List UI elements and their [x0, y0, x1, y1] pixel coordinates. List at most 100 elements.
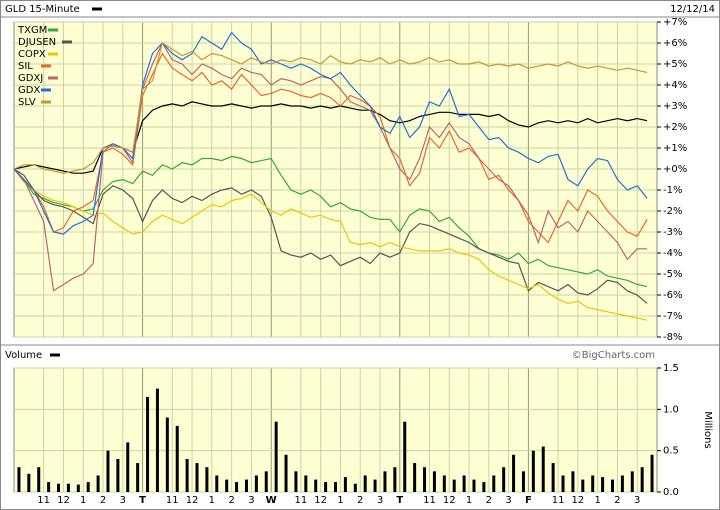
y-tick-label: 1.0 [663, 404, 679, 415]
volume-bar [284, 454, 288, 492]
volume-bar [146, 396, 150, 492]
x-tick-label: 2 [614, 495, 620, 506]
volume-bar [620, 475, 624, 492]
volume-bar [116, 458, 120, 492]
x-tick-label: 3 [634, 495, 640, 506]
y-tick-label: +5% [663, 59, 687, 70]
legend-swatch [48, 52, 58, 56]
y-axis-label: Millions [702, 411, 713, 448]
x-tick-label: 3 [120, 495, 126, 506]
volume-bar [76, 484, 80, 492]
legend-swatch [41, 88, 51, 92]
volume-bar [126, 442, 130, 492]
legend-label: GDXJ [18, 73, 43, 84]
y-tick-label: +1% [663, 143, 687, 154]
x-tick-label: 3 [505, 495, 511, 506]
y-tick-label: +0% [663, 164, 687, 175]
x-tick-label: 1 [209, 495, 215, 506]
legend-swatch [92, 7, 102, 11]
volume-bar [165, 417, 169, 492]
volume-bar [531, 450, 535, 492]
volume-bar [254, 475, 258, 492]
y-tick-label: 0.0 [663, 487, 679, 498]
volume-bar [343, 477, 347, 492]
volume-bar [47, 482, 51, 492]
volume-bar [630, 471, 634, 492]
volume-bar [195, 463, 199, 492]
chart-title: GLD 15-Minute [5, 4, 80, 15]
x-tick-label: 1 [594, 495, 600, 506]
legend-swatch [50, 353, 60, 357]
x-tick-label: W [266, 495, 277, 506]
volume-bar [334, 482, 337, 492]
volume-bar [37, 467, 41, 492]
volume-bar [403, 421, 407, 492]
volume-bar [185, 458, 189, 492]
volume-bar [17, 467, 21, 492]
volume-bar [551, 463, 555, 492]
volume-bar [96, 475, 100, 492]
volume-bar [512, 454, 516, 492]
y-tick-label: +4% [663, 80, 687, 91]
volume-bar [175, 425, 179, 492]
volume-bar [86, 482, 90, 492]
y-tick-label: -6% [663, 290, 682, 301]
volume-bar [304, 475, 308, 492]
volume-bar [225, 479, 229, 492]
volume-bar [57, 483, 61, 492]
volume-bar [432, 471, 436, 492]
volume-bar [601, 477, 605, 492]
volume-bar [235, 482, 239, 492]
volume-bar [640, 467, 644, 492]
y-tick-label: -4% [663, 248, 682, 259]
volume-bar [136, 463, 140, 492]
y-tick-label: 1.5 [663, 363, 679, 374]
x-tick-label: 11 [166, 495, 179, 506]
volume-bar [561, 475, 565, 492]
volume-bar [106, 450, 110, 492]
x-tick-label: T [139, 495, 146, 506]
volume-bar [610, 479, 614, 492]
x-tick-label: 11 [295, 495, 308, 506]
x-tick-label: 11 [423, 495, 436, 506]
legend-swatch [48, 28, 58, 32]
series-line [13, 42, 648, 174]
x-tick-label: F [525, 495, 532, 506]
y-tick-label: -1% [663, 185, 682, 196]
legend-swatch [41, 64, 51, 68]
volume-bar [581, 479, 585, 492]
volume-bar [482, 482, 486, 492]
volume-bar [393, 467, 397, 492]
x-tick-label: 2 [228, 495, 234, 506]
volume-bar [541, 446, 545, 492]
volume-bar [452, 479, 456, 492]
legend-label: DJUSEN [18, 37, 56, 48]
x-tick-label: 2 [357, 495, 363, 506]
volume-bar [521, 471, 525, 492]
volume-bar [66, 483, 70, 492]
y-tick-label: 0.5 [663, 446, 679, 457]
volume-bar [413, 463, 417, 492]
x-tick-label: T [396, 495, 403, 506]
x-tick-label: 12 [314, 495, 327, 506]
x-tick-label: 1 [466, 495, 472, 506]
y-tick-label: -3% [663, 227, 682, 238]
x-tick-label: 11 [552, 495, 565, 506]
volume-plot [13, 367, 658, 493]
y-tick-label: +3% [663, 101, 687, 112]
x-tick-label: 3 [377, 495, 383, 506]
volume-bar [244, 479, 248, 492]
volume-bar [314, 479, 318, 492]
volume-title: Volume [5, 350, 42, 361]
x-tick-label: 12 [443, 495, 456, 506]
legend-label: SIL [18, 61, 33, 72]
volume-bar [27, 473, 31, 492]
volume-bar [423, 467, 427, 492]
volume-bar [274, 421, 278, 492]
series-line [13, 52, 648, 244]
volume-bar [492, 475, 496, 492]
series-line [13, 168, 648, 321]
x-tick-label: 12 [57, 495, 70, 506]
volume-bar [462, 475, 466, 492]
